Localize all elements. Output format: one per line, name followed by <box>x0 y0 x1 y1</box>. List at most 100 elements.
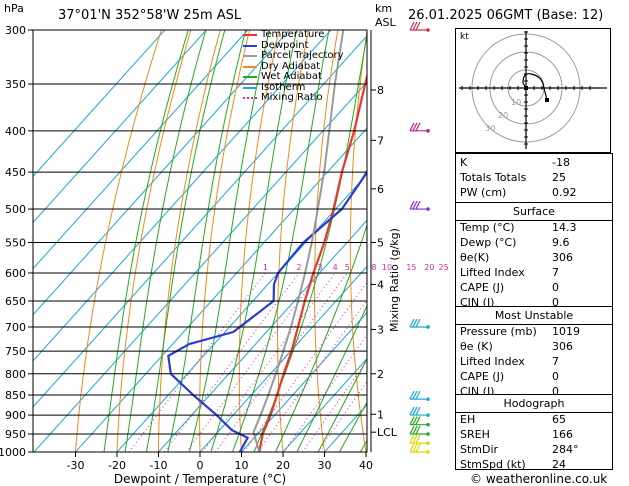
isotherm-line <box>33 35 367 408</box>
row-key: Pressure (mb) <box>460 325 537 338</box>
mixing-ratio-label: 8 <box>371 263 376 272</box>
isotherm-line <box>33 30 249 270</box>
isotherm-line <box>33 30 290 316</box>
legend-item: Parcel Trajectory <box>243 51 344 62</box>
legend-label: Temperature <box>261 29 325 40</box>
dry-adiabat <box>313 30 339 452</box>
temperature-tick-label: 10 <box>235 459 249 472</box>
table-row: K -18 <box>460 156 608 171</box>
row-value: 306 <box>552 251 573 264</box>
isotherm-line <box>157 219 367 452</box>
hodograph-storm-marker <box>524 86 528 90</box>
mixing-ratio-line <box>128 272 266 452</box>
indices-box: K -18 Totals Totals 25 PW (cm) 0.92 <box>455 153 613 204</box>
pressure-tick-label: 650 <box>5 295 26 308</box>
row-value: 7 <box>552 355 559 368</box>
km-label: km <box>375 2 393 15</box>
row-value: 166 <box>552 428 573 441</box>
row-key: Lifted Index <box>460 266 525 279</box>
hpa-label: hPa <box>4 2 24 15</box>
isotherm-line <box>33 30 166 178</box>
temperature-tick-label: 40 <box>359 459 373 472</box>
row-value: 1019 <box>552 325 580 338</box>
row-key: Dewp (°C) <box>460 236 517 249</box>
wind-barb-flag <box>409 122 415 132</box>
datetime-title: 26.01.2025 06GMT (Base: 12) <box>408 8 604 23</box>
hodograph-ring-label: 10 <box>511 98 521 107</box>
mixing-ratio-label: 2 <box>297 263 302 272</box>
temperature-tick-label: 20 <box>276 459 290 472</box>
isotherm-line <box>282 357 367 452</box>
dry-adiabat <box>75 30 162 452</box>
wind-barb-flag <box>409 443 415 453</box>
hodograph-frame <box>455 28 611 153</box>
wind-barb <box>409 390 430 401</box>
hodograph-unit-label: kt <box>460 32 469 42</box>
row-value: 65 <box>552 413 566 426</box>
wind-barb-dot <box>426 397 430 401</box>
row-value: 24 <box>552 458 566 471</box>
row-value: -18 <box>552 156 570 169</box>
wind-barb-flag <box>409 434 415 444</box>
wet-adiabat <box>296 304 367 452</box>
mixing-ratio-line <box>202 272 336 452</box>
row-value: 306 <box>552 340 573 353</box>
wind-barb-dot <box>426 441 430 445</box>
wind-barb <box>409 406 430 417</box>
wind-barb <box>409 443 430 454</box>
wind-barb-flag <box>412 425 418 435</box>
mixing-ratio-label: 3 <box>317 263 322 272</box>
chart-legend: Temperature Dewpoint Parcel Trajectory Dry … <box>243 30 344 104</box>
isotherm-line <box>33 30 207 224</box>
wind-barb <box>409 434 430 445</box>
mixing-ratio-label: 4 <box>333 263 338 272</box>
dry-adiabat <box>276 30 309 452</box>
table-row: CAPE (J) 0 <box>460 281 608 296</box>
plot-area <box>33 30 367 452</box>
table-row: StmSpd (kt) 24 <box>460 458 608 473</box>
hodograph-table-sep <box>456 412 612 413</box>
pressure-tick-label: 500 <box>5 203 26 216</box>
row-value: 14.3 <box>552 221 577 234</box>
table-row: EH 65 <box>460 413 608 428</box>
legend-label: Wet Adiabat <box>261 71 322 82</box>
row-value: 0 <box>552 385 559 398</box>
wind-barb-flag <box>409 425 415 435</box>
wind-barb-flag <box>415 443 421 453</box>
hodograph-end-marker <box>545 98 549 102</box>
table-row: Temp (°C) 14.3 <box>460 221 608 236</box>
isotherm-line <box>33 30 332 362</box>
surface-title: Surface <box>513 205 555 218</box>
wind-barb-flag <box>415 425 421 435</box>
row-key: EH <box>460 413 476 426</box>
hodograph-ring-label: 20 <box>498 111 508 120</box>
wind-barb-flag <box>412 434 418 444</box>
legend-label: Dewpoint <box>261 39 309 51</box>
table-row: θe(K) 306 <box>460 251 608 266</box>
wind-barb-flag <box>415 122 421 132</box>
km-tick-label: 1 <box>377 408 384 421</box>
row-value: 284° <box>552 443 579 456</box>
wind-barb-dot <box>426 28 430 32</box>
x-axis-label: Dewpoint / Temperature (°C) <box>114 472 286 486</box>
wind-barb <box>409 425 430 436</box>
hodograph-ring-label: 30 <box>485 124 495 133</box>
legend-item: Dry Adiabat <box>243 61 344 73</box>
table-row: Lifted Index 7 <box>460 355 608 370</box>
dry-adiabat <box>238 30 280 452</box>
wind-barb-dot <box>426 413 430 417</box>
isotherm-line <box>33 81 367 452</box>
legend-swatch <box>243 97 257 99</box>
surface-sep <box>456 220 612 221</box>
row-value: 7 <box>552 266 559 279</box>
km-tick-label: LCL <box>377 426 398 439</box>
isotherm-line <box>74 127 367 452</box>
table-row: CAPE (J) 0 <box>460 370 608 385</box>
hodograph-table-box: Hodograph EH 65 SREH 166 StmDir 284° StmSpd (k… <box>455 394 613 473</box>
wind-barb-dot <box>426 422 430 427</box>
km-tick-label: 6 <box>377 183 384 196</box>
km-tick-label: 4 <box>377 278 384 291</box>
mixing-ratio-line <box>214 272 348 452</box>
mixing-ratio-line <box>185 272 321 452</box>
wind-barb-flag <box>415 200 421 210</box>
